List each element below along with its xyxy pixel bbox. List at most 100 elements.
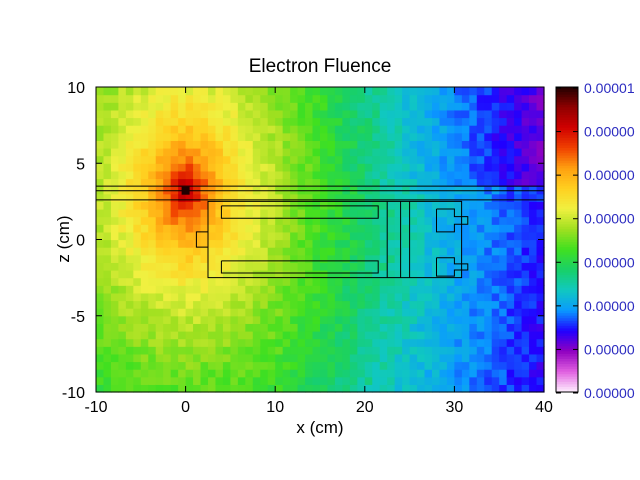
heatmap-cell — [208, 132, 217, 141]
heatmap-cell — [193, 247, 202, 256]
heatmap-cell — [290, 277, 299, 286]
heatmap-cell — [461, 331, 470, 340]
heatmap-cell — [133, 315, 142, 324]
heatmap-cell — [491, 216, 500, 225]
heatmap-cell — [230, 300, 239, 309]
heatmap-cell — [125, 231, 134, 241]
heatmap-cell — [514, 247, 523, 256]
heatmap-cell — [521, 315, 530, 324]
heatmap-cell — [155, 87, 164, 96]
heatmap-cell — [417, 239, 426, 248]
heatmap-cell — [297, 285, 306, 294]
heatmap-cell — [439, 163, 448, 172]
heatmap-cell — [387, 254, 396, 263]
heatmap-cell — [290, 155, 299, 164]
heatmap-cell — [260, 155, 269, 164]
heatmap-cell — [252, 170, 261, 180]
heatmap-cell — [454, 331, 463, 340]
heatmap-cell — [237, 163, 246, 172]
heatmap-cell — [334, 270, 343, 279]
heatmap-cell — [349, 323, 358, 332]
heatmap-cell — [327, 323, 336, 332]
heatmap-cell — [454, 292, 463, 302]
heatmap-cell — [312, 338, 321, 347]
heatmap-cell — [245, 117, 254, 126]
heatmap-cell — [178, 224, 187, 233]
heatmap-cell — [432, 338, 441, 347]
heatmap-cell — [521, 239, 530, 248]
heatmap-cell — [215, 231, 224, 241]
heatmap-cell — [193, 140, 202, 149]
heatmap-cell — [484, 224, 493, 233]
heatmap-cell — [275, 125, 284, 134]
heatmap-cell — [342, 376, 351, 385]
heatmap-cell — [312, 254, 321, 263]
heatmap-cell — [379, 292, 388, 302]
heatmap-cell — [461, 94, 470, 103]
heatmap-cell — [387, 353, 396, 363]
heatmap-cell — [215, 315, 224, 324]
heatmap-cell — [536, 247, 545, 256]
heatmap-cell — [155, 285, 164, 294]
heatmap-cell — [476, 94, 485, 103]
heatmap-cell — [402, 201, 411, 210]
heatmap-cell — [521, 369, 530, 378]
heatmap-cell — [193, 376, 202, 385]
heatmap-cell — [230, 140, 239, 149]
heatmap-cell — [193, 201, 202, 210]
heatmap-cell — [424, 323, 433, 332]
heatmap-cell — [506, 277, 515, 286]
heatmap-cell — [290, 262, 299, 271]
heatmap-cell — [364, 270, 373, 279]
heatmap-cell — [379, 102, 388, 111]
heatmap-cell — [245, 300, 254, 309]
heatmap-cell — [320, 331, 329, 340]
heatmap-cell — [514, 87, 523, 96]
heatmap-cell — [364, 239, 373, 248]
heatmap-cell — [148, 308, 157, 317]
heatmap-cell — [200, 338, 209, 347]
heatmap-cell — [357, 353, 366, 363]
heatmap-cell — [334, 231, 343, 241]
heatmap-cell — [476, 102, 485, 111]
heatmap-cell — [432, 277, 441, 286]
heatmap-cell — [125, 148, 134, 157]
heatmap-cell — [364, 323, 373, 332]
heatmap-cell — [364, 178, 373, 187]
heatmap-cell — [275, 87, 284, 96]
heatmap-cell — [148, 323, 157, 332]
heatmap-cell — [491, 384, 500, 393]
heatmap-cell — [334, 125, 343, 134]
heatmap-cell — [349, 132, 358, 141]
heatmap-cell — [409, 376, 418, 385]
heatmap-cell — [170, 94, 179, 103]
heatmap-cell — [260, 209, 269, 218]
heatmap-cell — [432, 285, 441, 294]
heatmap-cell — [133, 148, 142, 157]
heatmap-cell — [357, 109, 366, 119]
heatmap-cell — [267, 262, 276, 271]
heatmap-cell — [484, 140, 493, 149]
heatmap-cell — [155, 140, 164, 149]
heatmap-cell — [506, 224, 515, 233]
heatmap-cell — [357, 376, 366, 385]
colorbar-segment — [556, 219, 578, 223]
heatmap-cell — [521, 353, 530, 363]
heatmap-cell — [379, 300, 388, 309]
colorbar-segment — [556, 249, 578, 253]
heatmap-cell — [461, 262, 470, 271]
heatmap-cell — [409, 254, 418, 263]
heatmap-cell — [140, 323, 149, 332]
heatmap-cell — [320, 384, 329, 393]
heatmap-cell — [461, 125, 470, 134]
heatmap-cell — [148, 163, 157, 172]
heatmap-cell — [305, 308, 314, 317]
heatmap-cell — [402, 315, 411, 324]
heatmap-cell — [282, 247, 291, 256]
heatmap-cell — [140, 140, 149, 149]
heatmap-cell — [424, 140, 433, 149]
heatmap-cell — [327, 277, 336, 286]
heatmap-cell — [103, 178, 112, 187]
heatmap-cell — [252, 361, 261, 370]
